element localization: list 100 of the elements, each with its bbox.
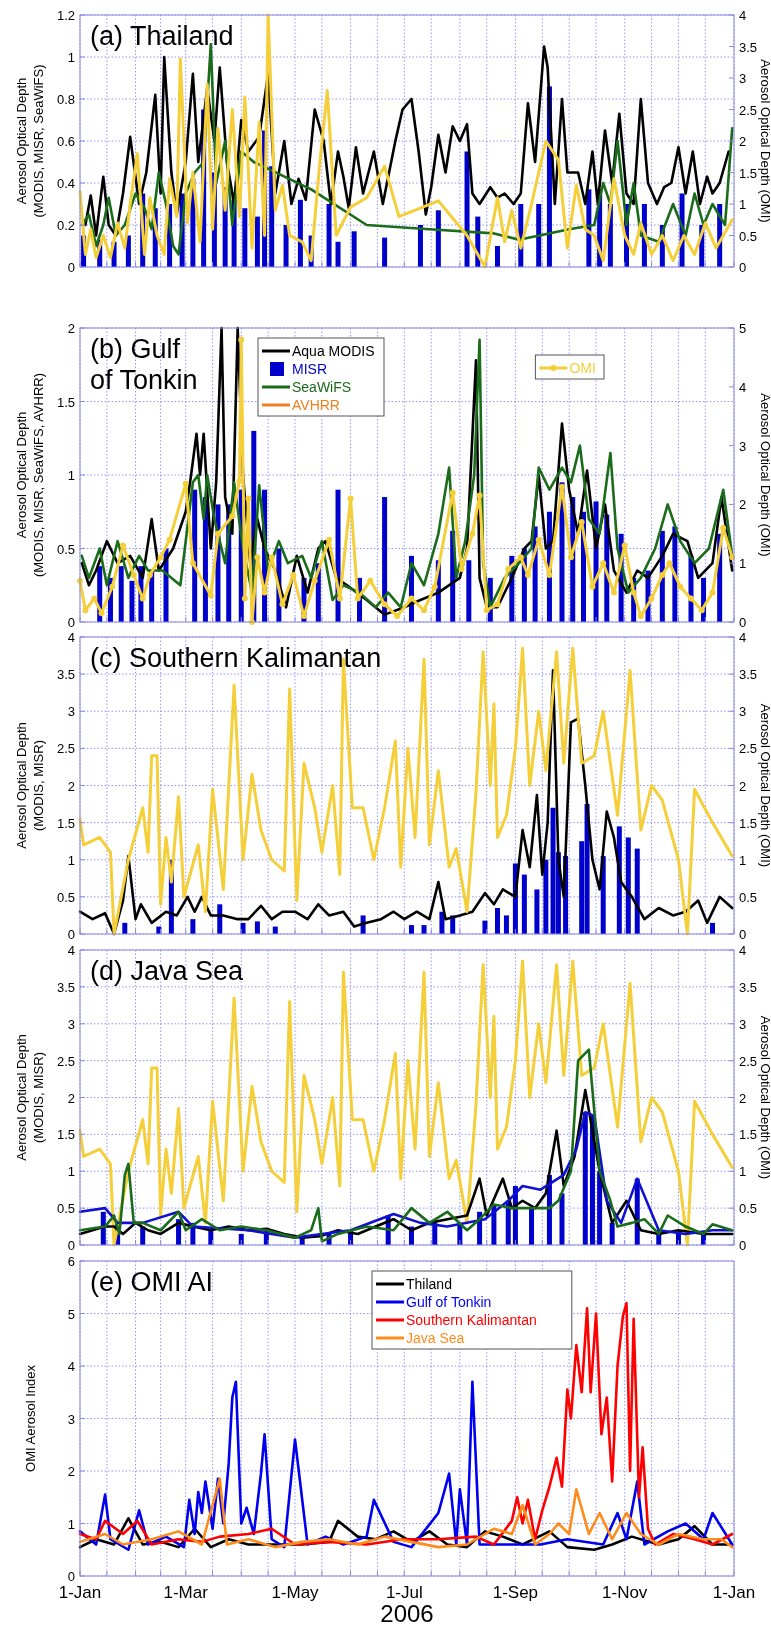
y2-axis-title: Aerosol Optical Depth (OMI): [758, 59, 771, 223]
y-tick-label: 0.4: [56, 176, 75, 191]
y2-tick-label: 3.5: [739, 979, 758, 995]
y-tick-label: 0.6: [56, 134, 75, 149]
y2-tick-label: 1: [739, 852, 747, 868]
y-tick-label: 0: [67, 1238, 75, 1253]
y-tick-label: 1: [67, 852, 75, 868]
y-tick-label: 2.5: [56, 1053, 75, 1069]
y2-tick-label: 0: [739, 260, 747, 275]
y-tick-label: 0.8: [56, 92, 75, 107]
y2-tick-label: 1: [739, 197, 747, 212]
legend-label: Aqua MODIS: [292, 343, 375, 359]
x-tick-label: 1-Nov: [602, 1583, 648, 1602]
y-axis-title: Aerosol Optical Depth (MODIS, MISR): [14, 1034, 46, 1161]
y-tick-label: 1: [67, 50, 75, 65]
y-tick-label: 2: [67, 1090, 75, 1106]
y-tick-label: 6: [67, 1254, 75, 1269]
y-tick-label: 3: [67, 1016, 75, 1032]
y-tick-label: 0: [67, 260, 75, 275]
y-tick-label: 1.5: [56, 394, 75, 410]
y-tick-label: 1.5: [56, 815, 75, 831]
y-tick-label: 3: [67, 704, 75, 720]
x-tick-label: 1-May: [271, 1583, 320, 1602]
y-tick-label: 1.5: [56, 1127, 75, 1143]
y-tick-label: 4: [67, 1359, 75, 1374]
x-axis-title: 2006: [380, 1600, 434, 1626]
y2-tick-label: 4: [739, 8, 747, 23]
y2-tick-label: 2: [739, 134, 747, 149]
y2-tick-label: 1.5: [739, 815, 758, 831]
y2-tick-label: 2.5: [739, 1053, 758, 1069]
y-tick-label: 4: [67, 630, 75, 645]
y2-tick-label: 3: [739, 704, 747, 720]
y2-tick-label: 0: [739, 615, 747, 630]
y-axis-title: Aerosol Optical Depth (MODIS, MISR, SeaWiFS, AVHRR): [14, 372, 46, 578]
y-tick-label: 1: [67, 1164, 75, 1180]
y2-axis-title: Aerosol Optical Depth (OMI): [758, 393, 771, 557]
y2-tick-label: 0: [739, 1238, 747, 1253]
chart-title: (c) Southern Kalimantan: [90, 643, 382, 673]
x-tick-label: 1-Sep: [492, 1583, 539, 1602]
y-axis-title: Aerosol Optical Depth (MODIS, MISR): [14, 722, 46, 849]
text: (b) Gulf of Tonkin: [90, 334, 198, 395]
y2-tick-label: 3.5: [739, 667, 758, 683]
y-tick-label: 3.5: [56, 979, 75, 995]
y-tick-label: 1: [67, 1516, 75, 1532]
y-axis-title: Aerosol Optical Depth (MODIS, MISR, SeaWiFS): [14, 64, 46, 218]
legend-label: Southern Kalimantan: [406, 1312, 537, 1328]
y-tick-label: 1: [67, 468, 75, 483]
y-tick-label: 2: [67, 1464, 75, 1479]
y-tick-label: 3.5: [56, 667, 75, 683]
y2-tick-label: 0.5: [739, 228, 758, 244]
y2-axis-title: Aerosol Optical Depth (OMI): [758, 1015, 771, 1180]
y2-tick-label: 1: [739, 1164, 747, 1180]
x-tick-label: 1-Jan: [58, 1583, 102, 1602]
y-tick-label: 0: [67, 1569, 75, 1584]
y2-tick-label: 3: [739, 438, 747, 454]
x-tick-label: 1-Jul: [385, 1583, 423, 1602]
y2-tick-label: 2.5: [739, 102, 758, 118]
legend-label: OMI: [569, 360, 596, 376]
y2-tick-label: 0.5: [739, 889, 758, 905]
y-tick-label: 0: [67, 615, 75, 630]
y-axis-title: OMI Aerosol Index: [23, 1364, 38, 1472]
y-tick-label: 2.5: [56, 741, 75, 757]
y-tick-label: 2: [67, 778, 75, 794]
y2-tick-label: 1: [739, 556, 747, 572]
legend-label: Gulf of Tonkin: [406, 1294, 492, 1310]
y2-tick-label: 0.5: [739, 1201, 758, 1217]
y2-tick-label: 3: [739, 1016, 747, 1032]
legend-label: Java Sea: [406, 1330, 465, 1346]
y-tick-label: 0: [67, 927, 75, 942]
y-tick-label: 5: [67, 1306, 75, 1322]
y2-tick-label: 4: [739, 379, 747, 395]
y2-tick-label: 2: [739, 778, 747, 794]
y2-tick-label: 2.5: [739, 741, 758, 757]
y-tick-label: 4: [67, 943, 75, 958]
chart-title: (d) Java Sea: [90, 956, 245, 986]
y2-tick-label: 5: [739, 321, 747, 336]
y2-axis-title: Aerosol Optical Depth (OMI): [758, 703, 771, 868]
y-tick-label: 1.2: [56, 8, 75, 23]
y2-tick-label: 0: [739, 927, 747, 942]
y2-tick-label: 2: [739, 1090, 747, 1106]
x-tick-label: 1-Jan: [712, 1583, 756, 1602]
chart-title: (e) OMI AI: [90, 1267, 214, 1297]
y2-tick-label: 3.5: [739, 39, 758, 55]
y2-tick-label: 1.5: [739, 165, 758, 181]
legend-label: AVHRR: [292, 397, 340, 413]
legend-label: MISR: [292, 361, 327, 377]
y-tick-label: 0.5: [56, 1201, 75, 1217]
y-tick-label: 0.5: [56, 889, 75, 905]
y-tick-label: 0.2: [56, 218, 75, 233]
y2-tick-label: 3: [739, 71, 747, 86]
y2-tick-label: 2: [739, 497, 747, 513]
y-tick-label: 2: [67, 321, 75, 336]
y2-tick-label: 4: [739, 630, 747, 645]
y2-tick-label: 4: [739, 943, 747, 958]
legend-label: SeaWiFS: [292, 379, 352, 395]
x-tick-label: 1-Mar: [163, 1583, 209, 1602]
y-tick-label: 3: [67, 1411, 75, 1427]
y-tick-label: 0.5: [56, 541, 75, 557]
y2-tick-label: 1.5: [739, 1127, 758, 1143]
legend-label: Thiland: [406, 1276, 452, 1292]
